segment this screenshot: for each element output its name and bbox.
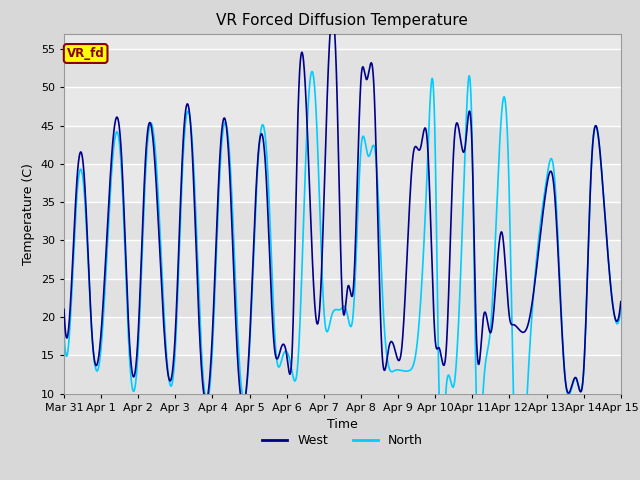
Bar [64,279,621,317]
Bar [64,355,621,394]
Bar [64,125,621,164]
Bar [64,49,621,87]
X-axis label: Time: Time [327,418,358,431]
Legend: West, North: West, North [257,429,428,452]
Title: VR Forced Diffusion Temperature: VR Forced Diffusion Temperature [216,13,468,28]
Y-axis label: Temperature (C): Temperature (C) [22,163,35,264]
Text: VR_fd: VR_fd [67,47,104,60]
Bar [64,202,621,240]
